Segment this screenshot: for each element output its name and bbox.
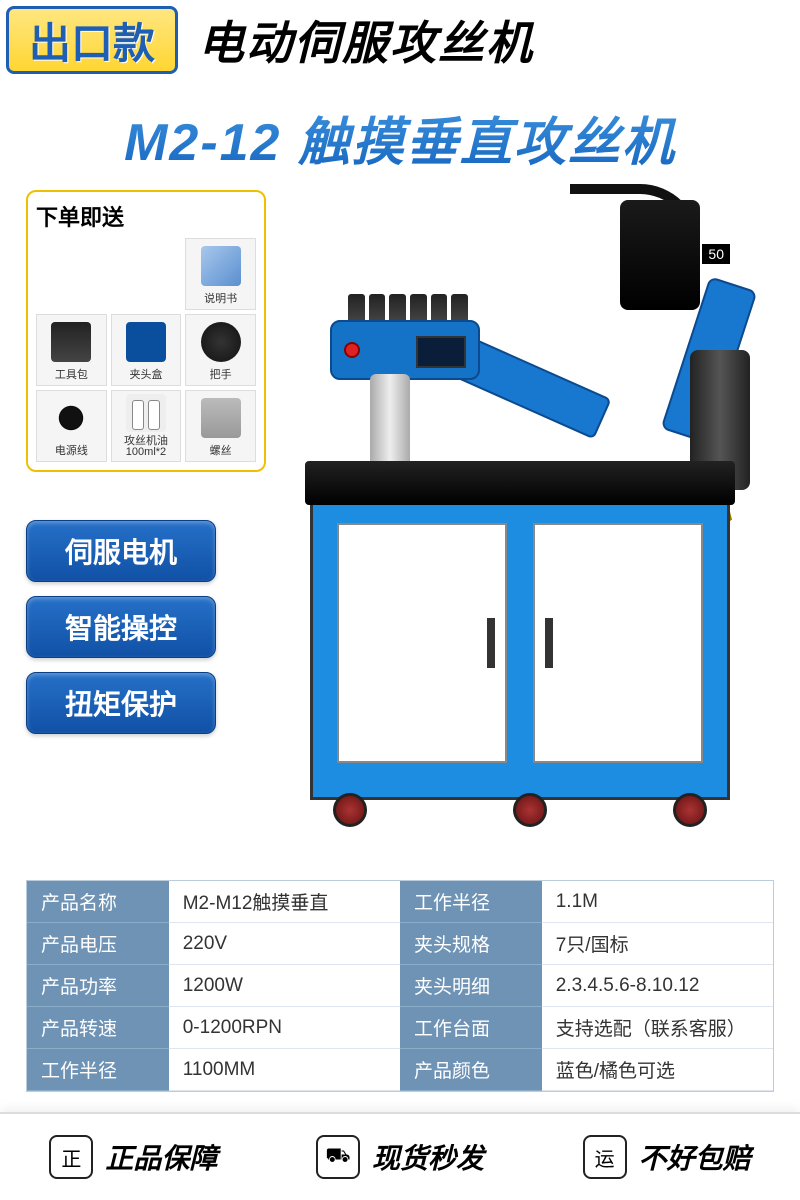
caster-wheel-icon — [673, 793, 707, 827]
export-tag: 出口款 — [6, 6, 178, 74]
servo-motor-icon — [620, 200, 700, 310]
spec-value: 2.3.4.5.6-8.10.12 — [542, 965, 773, 1007]
spec-value: 1200W — [169, 965, 400, 1007]
free-item-label: 攻丝机油 100ml*2 — [124, 436, 168, 458]
spec-label: 产品功率 — [27, 965, 169, 1007]
cabinet-door-left — [337, 523, 507, 763]
spec-value: 0-1200RPN — [169, 1007, 400, 1049]
main-area: 下单即送 说明书 工具包 夹头盒 把手 电源线 攻丝机油 100ml*2 螺丝 … — [0, 180, 800, 870]
cabinet — [310, 500, 730, 800]
cabinet-door-right — [533, 523, 703, 763]
oil-icon — [126, 394, 166, 432]
feature-pill: 伺服电机 — [26, 520, 216, 582]
door-handle-icon — [545, 618, 553, 668]
spec-row: 工作半径 1100MM 产品颜色 蓝色/橘色可选 — [27, 1049, 773, 1091]
caster-wheel-icon — [513, 793, 547, 827]
shipping-icon: ⛟ — [316, 1135, 360, 1179]
spec-value: M2-M12触摸垂直 — [169, 881, 400, 923]
free-item-label: 电源线 — [55, 442, 88, 458]
handle-icon — [201, 322, 241, 362]
tools-icon — [51, 322, 91, 362]
screws-icon — [201, 398, 241, 438]
spec-row: 产品电压 220V 夹头规格 7只/国标 — [27, 923, 773, 965]
manual-icon — [201, 246, 241, 286]
free-item: 攻丝机油 100ml*2 — [111, 390, 182, 462]
spec-label: 工作半径 — [27, 1049, 169, 1091]
free-items-grid: 说明书 工具包 夹头盒 把手 电源线 攻丝机油 100ml*2 螺丝 — [36, 238, 256, 462]
free-item-label: 工具包 — [55, 366, 88, 382]
guarantee-text: 现货秒发 — [372, 1137, 484, 1177]
feature-pills: 伺服电机 智能操控 扭矩保护 — [26, 520, 216, 748]
spec-label: 夹头明细 — [400, 965, 542, 1007]
guarantee-item: ⛟ 现货秒发 — [316, 1135, 484, 1179]
free-item: 螺丝 — [185, 390, 256, 462]
guarantee-text: 不好包赔 — [639, 1137, 751, 1177]
spec-row: 产品转速 0-1200RPN 工作台面 支持选配（联系客服） — [27, 1007, 773, 1049]
machine-illustration — [270, 190, 770, 830]
free-item: 说明书 — [185, 238, 256, 310]
product-title: M2-12 触摸垂直攻丝机 — [0, 80, 800, 191]
spec-value: 220V — [169, 923, 400, 965]
spec-value: 7只/国标 — [542, 923, 773, 965]
power-cable-icon — [51, 398, 91, 438]
spec-value: 1.1M — [542, 881, 773, 923]
specs-table: 产品名称 M2-M12触摸垂直 工作半径 1.1M 产品电压 220V 夹头规格… — [26, 880, 774, 1092]
guarantee-item: 正 正品保障 — [49, 1135, 217, 1179]
door-handle-icon — [487, 618, 495, 668]
free-item: 电源线 — [36, 390, 107, 462]
clamp-box-icon — [126, 322, 166, 362]
free-item-label: 把手 — [210, 366, 232, 382]
feature-pill: 扭矩保护 — [26, 672, 216, 734]
spec-label: 产品名称 — [27, 881, 169, 923]
spec-row: 产品功率 1200W 夹头明细 2.3.4.5.6-8.10.12 — [27, 965, 773, 1007]
power-button-icon — [344, 342, 360, 358]
spec-label: 产品颜色 — [400, 1049, 542, 1091]
caster-wheel-icon — [333, 793, 367, 827]
free-item: 夹头盒 — [111, 314, 182, 386]
spec-label: 夹头规格 — [400, 923, 542, 965]
machine-category-title: 电动伺服攻丝机 — [184, 0, 800, 80]
free-item-label: 说明书 — [204, 290, 237, 306]
free-items-header: 下单即送 — [36, 200, 256, 232]
spec-row: 产品名称 M2-M12触摸垂直 工作半径 1.1M — [27, 881, 773, 923]
refund-icon: 运 — [583, 1135, 627, 1179]
top-banner: 出口款 电动伺服攻丝机 — [0, 0, 800, 80]
free-item: 把手 — [185, 314, 256, 386]
free-items-panel: 下单即送 说明书 工具包 夹头盒 把手 电源线 攻丝机油 100ml*2 螺丝 — [26, 190, 266, 472]
touch-screen-icon — [416, 336, 466, 368]
spec-value: 支持选配（联系客服） — [542, 1007, 773, 1049]
guarantee-text: 正品保障 — [105, 1137, 217, 1177]
spec-label: 工作半径 — [400, 881, 542, 923]
guarantee-item: 运 不好包赔 — [583, 1135, 751, 1179]
free-item: 工具包 — [36, 314, 107, 386]
collet-rack-icon — [348, 294, 468, 322]
spec-label: 产品转速 — [27, 1007, 169, 1049]
control-box — [330, 320, 480, 380]
worktable-top — [305, 461, 735, 505]
spec-label: 产品电压 — [27, 923, 169, 965]
spec-label: 工作台面 — [400, 1007, 542, 1049]
feature-pill: 智能操控 — [26, 596, 216, 658]
spec-value: 1100MM — [169, 1049, 400, 1091]
free-item-label: 螺丝 — [210, 442, 232, 458]
free-item-label: 夹头盒 — [129, 366, 162, 382]
guarantee-bar: 正 正品保障 ⛟ 现货秒发 运 不好包赔 — [0, 1112, 800, 1200]
authentic-icon: 正 — [49, 1135, 93, 1179]
spec-value: 蓝色/橘色可选 — [542, 1049, 773, 1091]
